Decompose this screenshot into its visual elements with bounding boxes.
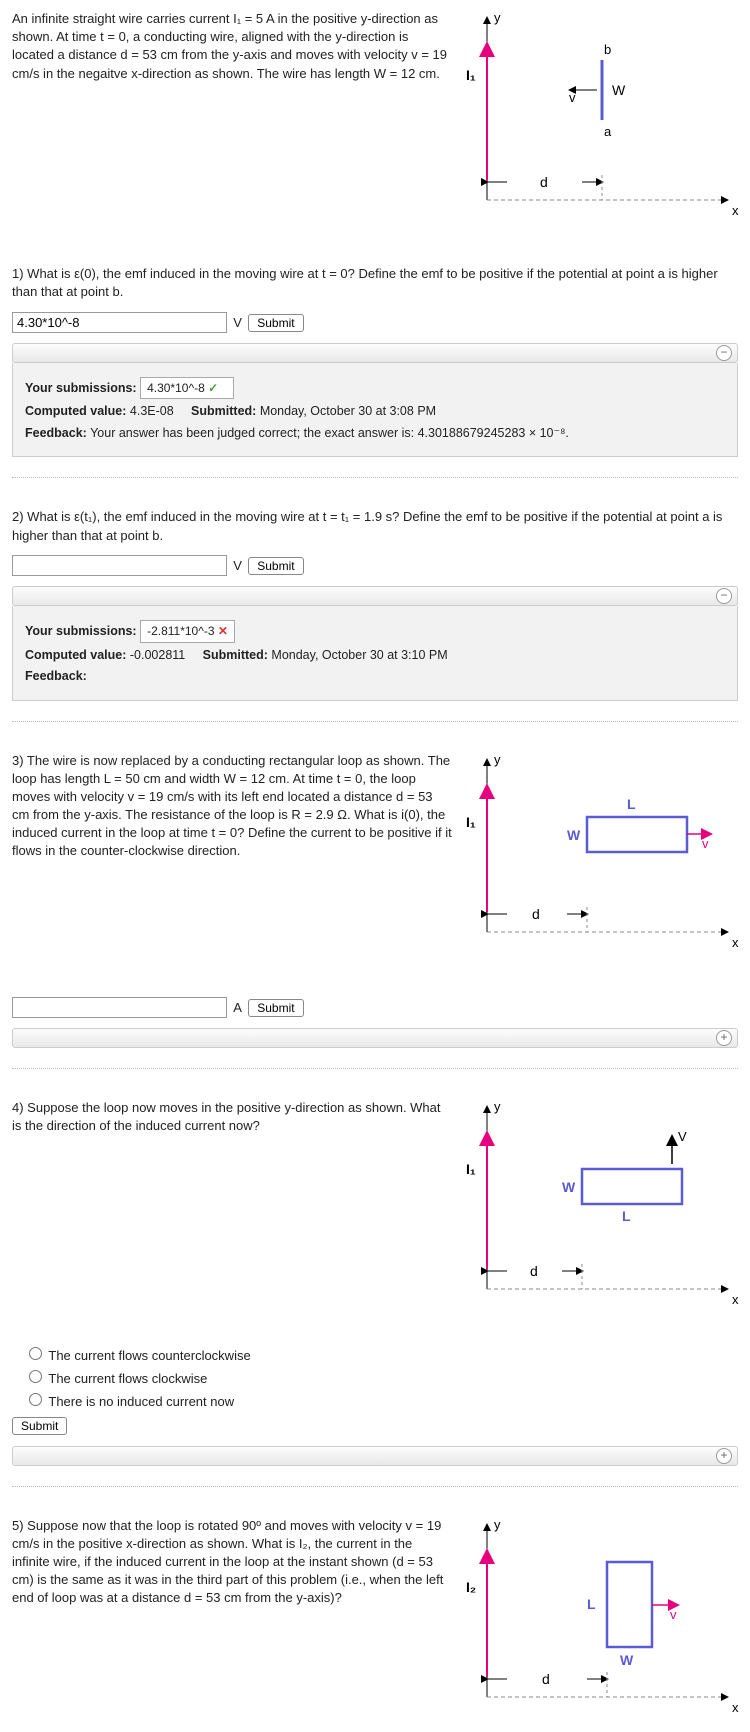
svg-text:b: b xyxy=(604,42,611,57)
q2-feedback-box: Your submissions: -2.811*10^-3 ✕ Compute… xyxy=(12,606,738,701)
svg-text:d: d xyxy=(542,1671,550,1687)
q2-computed-label: Computed value: xyxy=(25,648,126,662)
q2-input[interactable] xyxy=(12,555,227,576)
svg-text:I₁: I₁ xyxy=(466,814,476,830)
q1-feedback-bar[interactable]: − xyxy=(12,343,738,363)
svg-text:x: x xyxy=(732,1700,739,1715)
svg-text:v: v xyxy=(702,836,709,851)
q4-opt2[interactable]: The current flows clockwise xyxy=(24,1367,738,1388)
q3-prompt: 3) The wire is now replaced by a conduct… xyxy=(12,752,452,957)
q4-opt1[interactable]: The current flows counterclockwise xyxy=(24,1344,738,1365)
svg-text:I₁: I₁ xyxy=(466,67,476,83)
svg-text:x: x xyxy=(732,1292,739,1307)
intro-text: An infinite straight wire carries curren… xyxy=(12,10,452,235)
q3-feedback-bar[interactable]: + xyxy=(12,1028,738,1048)
q3-unit: A xyxy=(231,999,245,1017)
collapse-icon[interactable]: − xyxy=(716,588,732,604)
divider xyxy=(12,1486,738,1487)
q4-prompt: 4) Suppose the loop now moves in the pos… xyxy=(12,1099,452,1314)
svg-text:V: V xyxy=(678,1129,687,1144)
q1-subm-val: 4.30*10^-8 ✓ xyxy=(140,377,234,400)
q2-submitted-label: Submitted: xyxy=(203,648,268,662)
q1-input[interactable] xyxy=(12,312,227,333)
q4-feedback-bar[interactable]: + xyxy=(12,1446,738,1466)
q5-prompt: 5) Suppose now that the loop is rotated … xyxy=(12,1517,452,1722)
svg-text:x: x xyxy=(732,203,739,218)
svg-text:I₂: I₂ xyxy=(466,1579,476,1595)
collapse-icon[interactable]: − xyxy=(716,345,732,361)
svg-text:W: W xyxy=(567,827,581,843)
svg-text:v: v xyxy=(569,90,576,105)
svg-text:y: y xyxy=(494,1517,501,1532)
svg-text:x: x xyxy=(732,935,739,950)
q4-submit[interactable]: Submit xyxy=(12,1417,67,1435)
q1-unit: V xyxy=(231,314,245,332)
q2-submitted-val: Monday, October 30 at 3:10 PM xyxy=(271,648,447,662)
svg-text:d: d xyxy=(540,174,548,190)
q1-feedback-val: Your answer has been judged correct; the… xyxy=(90,426,569,440)
diagram-5: y x I₂ L W v d xyxy=(462,1517,742,1722)
svg-text:y: y xyxy=(494,752,501,767)
q1-prompt: 1) What is ε(0), the emf induced in the … xyxy=(12,265,738,301)
q1-feedback-label: Feedback: xyxy=(25,426,87,440)
q1-submit[interactable]: Submit xyxy=(248,314,303,332)
q1-computed-label: Computed value: xyxy=(25,404,126,418)
diagram-3: y x I₁ L W v d xyxy=(462,752,742,957)
q3-submit[interactable]: Submit xyxy=(248,999,303,1017)
q1-subm-label: Your submissions: xyxy=(25,381,137,395)
svg-text:W: W xyxy=(620,1652,634,1668)
q2-feedback-label: Feedback: xyxy=(25,669,87,683)
q2-feedback-bar[interactable]: − xyxy=(12,586,738,606)
cross-icon: ✕ xyxy=(218,624,228,638)
q2-computed-val: -0.002811 xyxy=(130,648,185,662)
svg-text:d: d xyxy=(530,1263,538,1279)
divider xyxy=(12,1068,738,1069)
diagram-4: y x I₁ L W V d xyxy=(462,1099,742,1314)
q2-subm-val: -2.811*10^-3 ✕ xyxy=(140,620,235,643)
q2-prompt: 2) What is ε(t₁), the emf induced in the… xyxy=(12,508,738,544)
divider xyxy=(12,477,738,478)
svg-text:L: L xyxy=(627,796,636,812)
q1-submitted-label: Submitted: xyxy=(191,404,256,418)
q3-input[interactable] xyxy=(12,997,227,1018)
q2-submit[interactable]: Submit xyxy=(248,557,303,575)
svg-text:I₁: I₁ xyxy=(466,1161,476,1177)
svg-text:L: L xyxy=(622,1208,631,1224)
svg-text:L: L xyxy=(587,1596,596,1612)
svg-text:W: W xyxy=(612,82,626,98)
divider xyxy=(12,721,738,722)
q2-unit: V xyxy=(231,557,245,575)
svg-text:v: v xyxy=(670,1607,677,1622)
q4-opt3[interactable]: There is no induced current now xyxy=(24,1390,738,1411)
expand-icon[interactable]: + xyxy=(716,1448,732,1464)
diagram-1: y x I₁ b a W v d xyxy=(462,10,742,235)
svg-text:d: d xyxy=(532,906,540,922)
svg-text:y: y xyxy=(494,10,501,25)
q1-computed-val: 4.3E-08 xyxy=(130,404,174,418)
expand-icon[interactable]: + xyxy=(716,1030,732,1046)
q1-feedback-box: Your submissions: 4.30*10^-8 ✓ Computed … xyxy=(12,363,738,458)
check-icon: ✓ xyxy=(208,381,218,395)
q1-submitted-val: Monday, October 30 at 3:08 PM xyxy=(260,404,436,418)
svg-text:a: a xyxy=(604,124,612,139)
q2-subm-label: Your submissions: xyxy=(25,624,137,638)
svg-text:y: y xyxy=(494,1099,501,1114)
svg-text:W: W xyxy=(562,1179,576,1195)
